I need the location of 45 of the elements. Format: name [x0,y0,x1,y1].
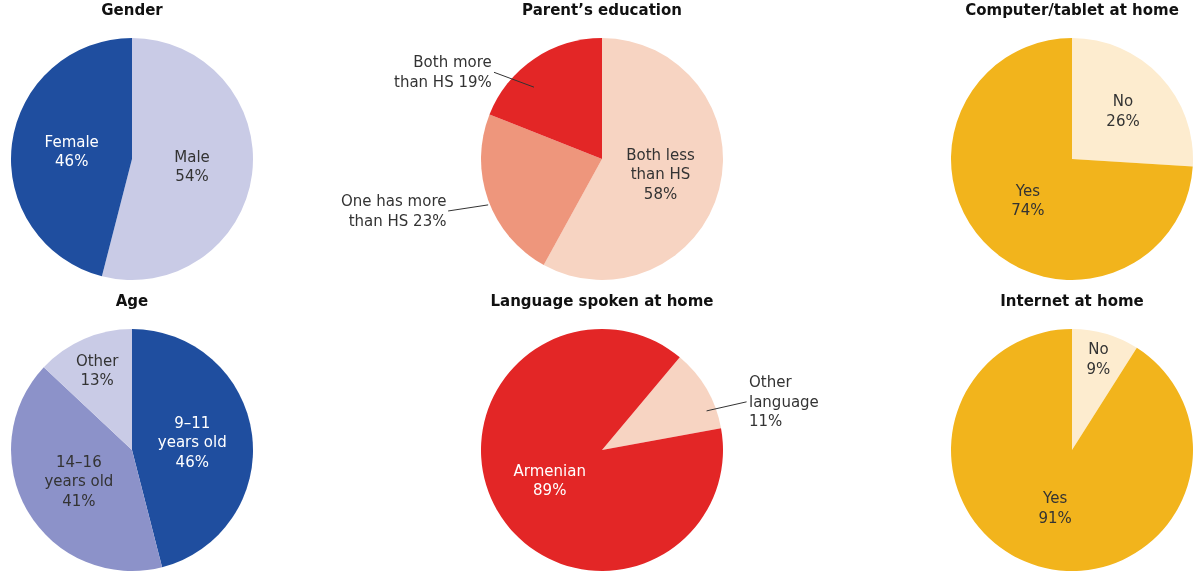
slice-label: 9–11 years old [157,413,227,452]
chart-title: Gender [101,0,164,19]
slice-label: Female [44,132,99,151]
data-label: 74% [1011,201,1045,220]
data-label: 9% [1086,359,1111,378]
chart-title: Language spoken at home [490,291,714,310]
slice-label: Male [174,147,210,166]
slice-label: Yes [1042,489,1068,508]
data-label: 46% [175,452,209,471]
data-label: 26% [1106,111,1140,130]
data-label: 54% [175,167,209,186]
slice-label: No [1112,92,1134,111]
slice-label: One has more than HS 23% [341,192,447,230]
pie-slice [1072,38,1193,167]
data-label: 41% [62,491,96,510]
data-label: 91% [1038,508,1072,527]
data-label: 58% [643,184,678,203]
pie-slice [11,38,132,277]
pie-slice [481,114,602,266]
pie-slice [951,38,1193,280]
data-label: 11% [749,412,783,430]
chart-title: Parent’s education [522,0,682,19]
slice-label: 14–16 years old [44,452,114,491]
slice-label: Both less than HS [626,145,696,184]
data-label: 13% [80,371,114,390]
pie-slice [132,329,253,568]
slice-label: Other [75,351,120,370]
slice-label: Both more than HS 19% [394,53,492,91]
slice-label: Armenian [513,461,586,480]
pie-slice [602,357,722,450]
data-label: 46% [55,152,89,171]
pie-slice [43,329,132,450]
pie-slice [101,38,253,280]
pie-slice [951,329,1193,571]
chart-title: Age [115,291,149,310]
chart-title: Computer/tablet at home [965,0,1179,19]
pie-slice [481,329,723,571]
slice-label: No [1088,340,1109,359]
chart-title: Internet at home [1000,291,1144,310]
slice-label: Other language [749,373,819,411]
pie-slice [1072,329,1137,450]
data-label: 89% [533,481,567,500]
pie-slice [489,38,602,159]
pie-slice [543,38,723,280]
slice-label: Yes [1014,181,1041,200]
